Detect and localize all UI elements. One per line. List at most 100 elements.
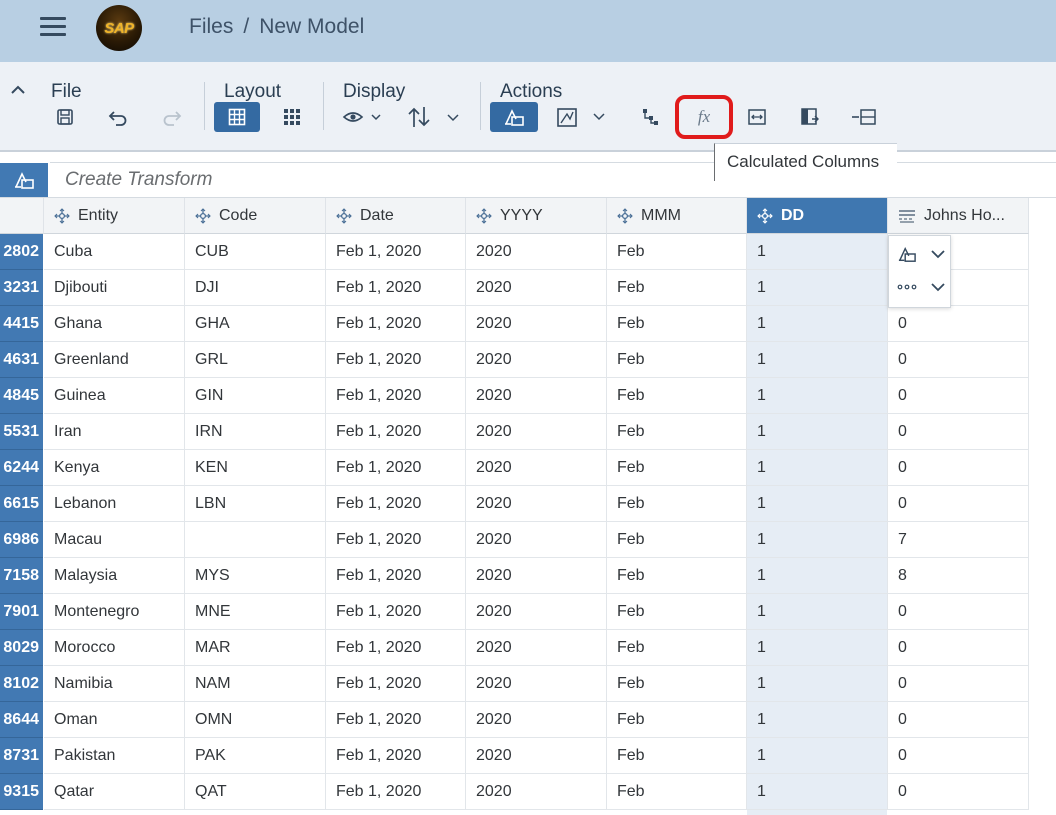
table-cell[interactable]: 0: [888, 414, 1029, 450]
table-row[interactable]: 4845 Guinea GIN Feb 1, 2020 2020 Feb 1 0: [0, 378, 1056, 414]
table-cell[interactable]: CUB: [185, 234, 326, 270]
table-cell[interactable]: Feb: [607, 594, 747, 630]
split-column-button[interactable]: [848, 102, 882, 132]
table-cell[interactable]: OMN: [185, 702, 326, 738]
table-cell[interactable]: Feb: [607, 666, 747, 702]
table-row[interactable]: 5531 Iran IRN Feb 1, 2020 2020 Feb 1 0: [0, 414, 1056, 450]
column-header[interactable]: DD: [747, 198, 888, 234]
table-cell[interactable]: GRL: [185, 342, 326, 378]
table-cell[interactable]: 1: [747, 270, 888, 306]
table-cell[interactable]: 1: [747, 522, 888, 558]
table-cell[interactable]: 1: [747, 666, 888, 702]
sort-dropdown-button[interactable]: [405, 102, 463, 132]
collapse-toolbar-icon[interactable]: [8, 80, 28, 100]
table-cell[interactable]: Feb 1, 2020: [326, 666, 466, 702]
table-cell[interactable]: Feb 1, 2020: [326, 450, 466, 486]
table-cell[interactable]: [185, 522, 326, 558]
table-row[interactable]: 8102 Namibia NAM Feb 1, 2020 2020 Feb 1 0: [0, 666, 1056, 702]
table-cell[interactable]: 1: [747, 630, 888, 666]
table-cell[interactable]: 2020: [466, 630, 607, 666]
table-cell[interactable]: Feb: [607, 702, 747, 738]
table-cell[interactable]: Feb 1, 2020: [326, 234, 466, 270]
table-cell[interactable]: 2020: [466, 378, 607, 414]
table-cell[interactable]: 1: [747, 486, 888, 522]
table-row[interactable]: 8029 Morocco MAR Feb 1, 2020 2020 Feb 1 0: [0, 630, 1056, 666]
table-cell[interactable]: 0: [888, 378, 1029, 414]
table-cell[interactable]: MYS: [185, 558, 326, 594]
table-cell[interactable]: 0: [888, 342, 1029, 378]
table-cell[interactable]: Feb 1, 2020: [326, 702, 466, 738]
table-row[interactable]: 4631 Greenland GRL Feb 1, 2020 2020 Feb 1 0: [0, 342, 1056, 378]
table-row[interactable]: 4415 Ghana GHA Feb 1, 2020 2020 Feb 1 0: [0, 306, 1056, 342]
table-cell[interactable]: 1: [747, 342, 888, 378]
table-cell[interactable]: Feb 1, 2020: [326, 306, 466, 342]
table-row[interactable]: 3231 Djibouti DJI Feb 1, 2020 2020 Feb 1: [0, 270, 1056, 306]
table-cell[interactable]: Lebanon: [44, 486, 185, 522]
table-cell[interactable]: 2020: [466, 414, 607, 450]
table-cell[interactable]: 2020: [466, 234, 607, 270]
table-cell[interactable]: 0: [888, 306, 1029, 342]
column-header[interactable]: Entity: [44, 198, 185, 234]
table-cell[interactable]: MAR: [185, 630, 326, 666]
grid-layout-button[interactable]: [275, 102, 309, 132]
table-cell[interactable]: Cuba: [44, 234, 185, 270]
table-cell[interactable]: 1: [747, 414, 888, 450]
table-cell[interactable]: Guinea: [44, 378, 185, 414]
table-cell[interactable]: 0: [888, 774, 1029, 810]
table-cell[interactable]: Greenland: [44, 342, 185, 378]
table-cell[interactable]: 1: [747, 378, 888, 414]
table-cell[interactable]: DJI: [185, 270, 326, 306]
table-cell[interactable]: Morocco: [44, 630, 185, 666]
table-cell[interactable]: GIN: [185, 378, 326, 414]
table-row[interactable]: 9315 Qatar QAT Feb 1, 2020 2020 Feb 1 0: [0, 774, 1056, 810]
table-cell[interactable]: 2020: [466, 558, 607, 594]
undo-button[interactable]: [101, 102, 135, 132]
table-cell[interactable]: 0: [888, 738, 1029, 774]
table-row[interactable]: 6615 Lebanon LBN Feb 1, 2020 2020 Feb 1 0: [0, 486, 1056, 522]
table-cell[interactable]: 2020: [466, 702, 607, 738]
table-cell[interactable]: 7: [888, 522, 1029, 558]
table-cell[interactable]: Namibia: [44, 666, 185, 702]
column-header[interactable]: MMM: [607, 198, 747, 234]
table-cell[interactable]: Feb 1, 2020: [326, 378, 466, 414]
table-cell[interactable]: 2020: [466, 594, 607, 630]
table-cell[interactable]: PAK: [185, 738, 326, 774]
visibility-dropdown-button[interactable]: [339, 102, 385, 132]
table-cell[interactable]: Macau: [44, 522, 185, 558]
table-cell[interactable]: Feb: [607, 522, 747, 558]
table-cell[interactable]: 1: [747, 738, 888, 774]
table-cell[interactable]: Feb 1, 2020: [326, 486, 466, 522]
table-row[interactable]: 6986 Macau Feb 1, 2020 2020 Feb 1 7: [0, 522, 1056, 558]
table-cell[interactable]: 2020: [466, 450, 607, 486]
table-cell[interactable]: Ghana: [44, 306, 185, 342]
table-cell[interactable]: Feb 1, 2020: [326, 522, 466, 558]
table-cell[interactable]: 0: [888, 630, 1029, 666]
table-cell[interactable]: [888, 234, 1029, 270]
table-cell[interactable]: Feb: [607, 414, 747, 450]
table-cell[interactable]: 2020: [466, 522, 607, 558]
table-row[interactable]: 2802 Cuba CUB Feb 1, 2020 2020 Feb 1: [0, 234, 1056, 270]
table-cell[interactable]: 2020: [466, 486, 607, 522]
column-header[interactable]: Code: [185, 198, 326, 234]
column-header[interactable]: Date: [326, 198, 466, 234]
column-header[interactable]: Johns Ho...: [888, 198, 1029, 234]
table-cell[interactable]: Feb: [607, 738, 747, 774]
table-cell[interactable]: Feb 1, 2020: [326, 774, 466, 810]
table-cell[interactable]: 1: [747, 558, 888, 594]
table-cell[interactable]: 0: [888, 486, 1029, 522]
table-cell[interactable]: 2020: [466, 342, 607, 378]
table-cell[interactable]: Feb 1, 2020: [326, 558, 466, 594]
smart-transform-dropdown-button[interactable]: [553, 102, 609, 132]
table-cell[interactable]: Feb: [607, 234, 747, 270]
table-cell[interactable]: Feb: [607, 774, 747, 810]
table-row[interactable]: 8644 Oman OMN Feb 1, 2020 2020 Feb 1 0: [0, 702, 1056, 738]
column-more-dropdown[interactable]: [895, 273, 947, 301]
table-cell[interactable]: GHA: [185, 306, 326, 342]
table-row[interactable]: 7901 Montenegro MNE Feb 1, 2020 2020 Feb 1 0: [0, 594, 1056, 630]
table-cell[interactable]: Qatar: [44, 774, 185, 810]
table-cell[interactable]: 2020: [466, 666, 607, 702]
table-cell[interactable]: Feb 1, 2020: [326, 414, 466, 450]
table-cell[interactable]: 2020: [466, 270, 607, 306]
table-cell[interactable]: Feb: [607, 558, 747, 594]
breadcrumb-files-link[interactable]: Files: [189, 15, 234, 38]
